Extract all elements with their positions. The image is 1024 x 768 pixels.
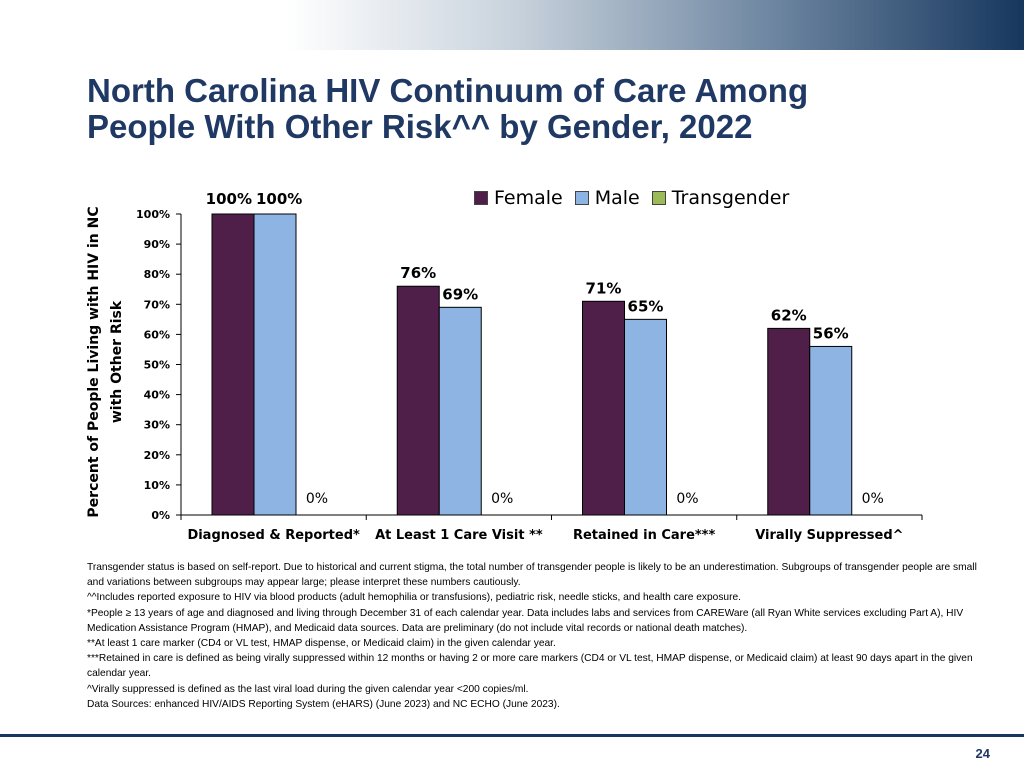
y-ticks: 0% 10% 20% 30% 40% 50% 60% 70% 80% 90% 100% bbox=[136, 208, 181, 522]
legend-item-female: Female bbox=[474, 187, 563, 209]
y-tick-label: 100% bbox=[136, 208, 170, 221]
bar-male bbox=[624, 318, 667, 516]
title-line-2: People With Other Risk^^ by Gender, 2022 bbox=[87, 108, 753, 145]
page-number: 24 bbox=[975, 746, 990, 761]
legend-swatch-transgender bbox=[651, 191, 666, 205]
footnotes: Transgender status is based on self-repo… bbox=[87, 560, 987, 712]
data-label: 71% bbox=[586, 279, 622, 297]
bars bbox=[211, 213, 853, 516]
data-label: 0% bbox=[676, 491, 698, 507]
y-tick-label: 30% bbox=[144, 419, 170, 432]
data-label: 69% bbox=[442, 285, 478, 303]
data-label: 65% bbox=[628, 297, 664, 315]
y-tick-label: 60% bbox=[144, 328, 170, 341]
x-category-label: Virally Suppressed^ bbox=[755, 528, 903, 543]
slide-title: North Carolina HIV Continuum of Care Amo… bbox=[87, 73, 987, 145]
x-category-label: Retained in Care*** bbox=[573, 528, 716, 543]
bar-female bbox=[396, 285, 440, 516]
data-label: 62% bbox=[771, 306, 807, 324]
footnote: ***Retained in care is defined as being … bbox=[87, 653, 973, 680]
data-labels: 100% 100% 0% 76% 69% 0% 71% 65% 0% 62% 56% 0% bbox=[206, 190, 884, 507]
data-label: 0% bbox=[306, 491, 328, 507]
x-category-label: At Least 1 Care Visit ** bbox=[375, 528, 543, 543]
bar-female bbox=[767, 327, 811, 516]
y-tick-label: 80% bbox=[144, 268, 170, 281]
legend-item-male: Male bbox=[574, 187, 640, 209]
y-axis-title-line-2: with Other Risk bbox=[109, 300, 125, 423]
bar-male bbox=[253, 213, 297, 516]
bar-male bbox=[438, 306, 482, 516]
x-category-label: Diagnosed & Reported* bbox=[187, 528, 360, 543]
y-tick-label: 50% bbox=[144, 359, 170, 372]
data-label: 76% bbox=[400, 264, 436, 282]
footnote: **At least 1 care marker (CD4 or VL test… bbox=[87, 638, 556, 650]
y-axis-title-line-1: Percent of People Living with HIV in NC bbox=[86, 206, 102, 517]
bar-female bbox=[582, 300, 625, 516]
footnote: Transgender status is based on self-repo… bbox=[87, 562, 977, 589]
y-tick-label: 40% bbox=[144, 389, 170, 402]
title-line-1: North Carolina HIV Continuum of Care Amo… bbox=[87, 72, 809, 109]
y-tick-label: 90% bbox=[144, 238, 170, 251]
top-banner bbox=[0, 0, 1024, 50]
legend-label-female: Female bbox=[494, 187, 563, 209]
footnote: Data Sources: enhanced HIV/AIDS Reportin… bbox=[87, 698, 560, 710]
legend-swatch-male bbox=[574, 191, 589, 205]
data-label: 0% bbox=[491, 491, 513, 507]
legend-item-transgender: Transgender bbox=[651, 187, 790, 209]
data-label: 0% bbox=[862, 491, 884, 507]
footnote: ^Virally suppressed is defined as the la… bbox=[87, 683, 529, 695]
bar-male bbox=[809, 345, 853, 516]
legend-swatch-female bbox=[474, 191, 488, 205]
y-tick-label: 70% bbox=[144, 298, 170, 311]
bar-female bbox=[211, 213, 255, 516]
bar-chart: Percent of People Living with HIV in NC … bbox=[86, 190, 923, 543]
y-tick-label: 10% bbox=[144, 479, 170, 492]
footnote: ^^Includes reported exposure to HIV via … bbox=[87, 592, 741, 604]
data-label: 56% bbox=[813, 324, 849, 342]
x-category-labels: Diagnosed & Reported* At Least 1 Care Vis… bbox=[187, 528, 903, 543]
legend-label-transgender: Transgender bbox=[671, 187, 790, 209]
chart-legend: Female Male Transgender bbox=[474, 187, 801, 209]
data-label: 100% bbox=[256, 190, 302, 208]
footer-rule bbox=[0, 734, 1024, 737]
y-axis-title: Percent of People Living with HIV in NC … bbox=[86, 206, 125, 517]
legend-label-male: Male bbox=[594, 187, 640, 209]
footnote: *People ≥ 13 years of age and diagnosed … bbox=[87, 607, 964, 634]
data-label: 100% bbox=[206, 190, 252, 208]
y-tick-label: 20% bbox=[144, 449, 170, 462]
y-tick-label: 0% bbox=[151, 509, 170, 522]
